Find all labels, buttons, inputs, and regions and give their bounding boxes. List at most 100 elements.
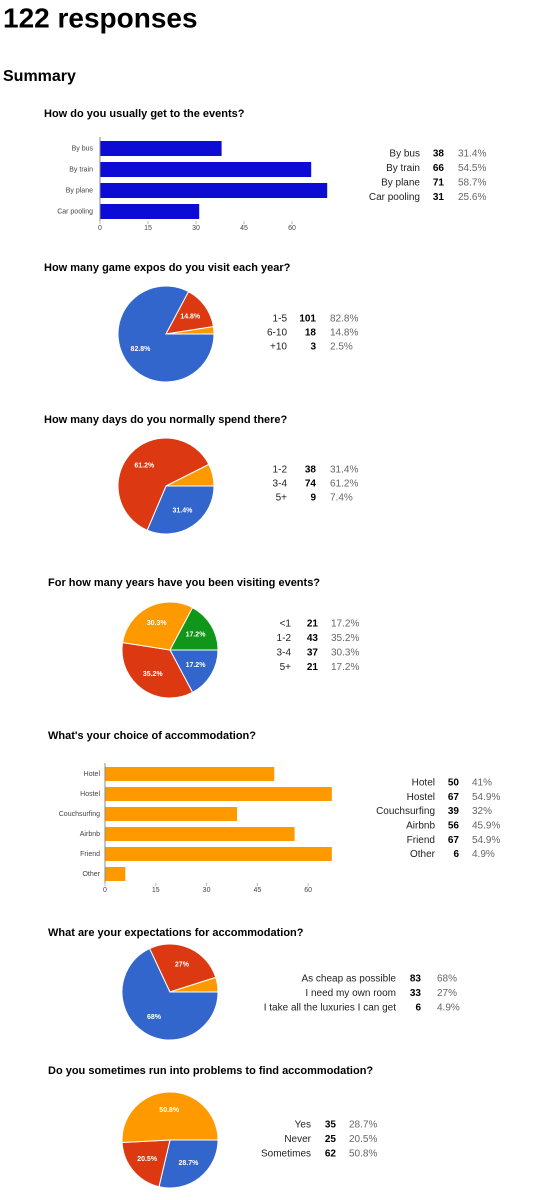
legend-count: 6 — [453, 849, 459, 860]
legend-label: 1-2 — [277, 633, 292, 644]
legend-percent: 54.9% — [472, 792, 500, 803]
pie-slice — [117, 285, 215, 383]
legend-percent: 50.8% — [349, 1149, 377, 1160]
bar — [100, 162, 312, 177]
legend-count: 21 — [307, 619, 319, 630]
bar — [105, 787, 332, 801]
pie-slice — [122, 601, 194, 651]
y-tick-label: Couchsurfing — [59, 811, 100, 818]
legend-percent: 17.2% — [331, 619, 359, 630]
legend-count: 21 — [307, 662, 319, 673]
pie-slice — [169, 606, 219, 651]
y-tick-label: Car pooling — [57, 208, 93, 215]
legend-percent: 2.5% — [330, 342, 353, 353]
legend-label: Never — [284, 1134, 311, 1145]
x-tick-label: 30 — [192, 225, 200, 232]
legend-percent: 82.8% — [330, 314, 358, 325]
legend-percent: 41% — [472, 778, 492, 789]
bar — [100, 183, 328, 198]
x-tick-label: 15 — [144, 225, 152, 232]
legend-label: I need my own room — [305, 988, 396, 999]
legend-count: 35 — [325, 1120, 337, 1131]
legend-percent: 25.6% — [458, 192, 486, 203]
slice-label: 17.2% — [186, 632, 207, 639]
legend-label: As cheap as possible — [301, 974, 396, 985]
legend-count: 50 — [448, 778, 460, 789]
section-title: Summary — [3, 68, 76, 85]
legend-count: 66 — [433, 163, 445, 174]
slice-label: 30.3% — [147, 620, 168, 627]
bar — [100, 141, 222, 156]
question-title: For how many years have you been visitin… — [48, 577, 320, 589]
legend-count: 83 — [410, 974, 422, 985]
question-title: How many days do you normally spend ther… — [44, 414, 288, 426]
legend-count: 39 — [448, 806, 460, 817]
x-tick-label: 45 — [240, 225, 248, 232]
slice-label: 35.2% — [143, 671, 164, 678]
legend-count: 101 — [299, 314, 316, 325]
legend-percent: 68% — [437, 974, 457, 985]
x-tick-label: 60 — [288, 225, 296, 232]
legend-count: 3 — [310, 342, 316, 353]
slice-label: 68% — [147, 1014, 162, 1021]
pie-slice — [158, 1139, 219, 1189]
slice-label: 82.8% — [131, 346, 152, 353]
pie-slice — [148, 943, 217, 993]
x-tick-label: 0 — [103, 887, 107, 894]
bar — [105, 827, 295, 841]
x-tick-label: 60 — [304, 887, 312, 894]
legend-percent: 54.9% — [472, 835, 500, 846]
legend-label: +10 — [270, 342, 287, 353]
legend-percent: 27% — [437, 988, 457, 999]
y-tick-label: By plane — [66, 187, 93, 194]
bar — [105, 847, 332, 861]
pie-slice — [169, 976, 219, 993]
legend-label: Airbnb — [406, 821, 435, 832]
legend-count: 67 — [448, 835, 460, 846]
legend-label: Car pooling — [369, 192, 420, 203]
legend-label: Other — [410, 849, 436, 860]
legend-count: 67 — [448, 792, 460, 803]
pie-slice — [121, 947, 219, 1041]
y-tick-label: Hotel — [84, 771, 101, 778]
legend-label: 1-2 — [273, 465, 288, 476]
slice-label: 61.2% — [134, 462, 155, 469]
legend-label: Couchsurfing — [376, 806, 435, 817]
slice-label: 14.8% — [180, 314, 201, 321]
legend-label: By plane — [381, 178, 420, 189]
legend-count: 71 — [433, 178, 445, 189]
y-tick-label: Friend — [80, 851, 100, 858]
legend-count: 33 — [410, 988, 422, 999]
pie-slice — [121, 642, 194, 699]
legend-percent: 31.4% — [330, 465, 358, 476]
legend-count: 62 — [325, 1149, 337, 1160]
legend-count: 6 — [415, 1003, 421, 1014]
legend-count: 18 — [305, 328, 317, 339]
legend-percent: 14.8% — [330, 328, 358, 339]
bar — [105, 807, 238, 821]
y-tick-label: By train — [69, 166, 93, 173]
y-tick-label: Hostel — [80, 791, 100, 798]
legend-label: By bus — [389, 149, 420, 160]
legend-label: 3-4 — [277, 647, 292, 658]
legend-percent: 61.2% — [330, 479, 358, 490]
slice-label: 28.7% — [179, 1160, 200, 1167]
question-title: What's your choice of accommodation? — [48, 730, 256, 742]
legend-label: 3-4 — [273, 479, 288, 490]
legend-percent: 31.4% — [458, 149, 486, 160]
legend-count: 25 — [325, 1134, 337, 1145]
legend-label: 5+ — [280, 662, 292, 673]
legend-label: Sometimes — [261, 1149, 311, 1160]
pie-slice — [146, 485, 215, 535]
slice-label: 27% — [175, 962, 190, 969]
legend-label: By train — [386, 163, 420, 174]
slice-label: 31.4% — [172, 508, 193, 515]
legend-label: 5+ — [276, 493, 288, 504]
legend-count: 37 — [307, 647, 319, 658]
legend-count: 38 — [433, 149, 445, 160]
page-title: 122 responses — [3, 2, 198, 33]
legend-percent: 45.9% — [472, 821, 500, 832]
question-title: How do you usually get to the events? — [44, 108, 245, 120]
legend-label: Friend — [407, 835, 435, 846]
legend-count: 74 — [305, 479, 317, 490]
